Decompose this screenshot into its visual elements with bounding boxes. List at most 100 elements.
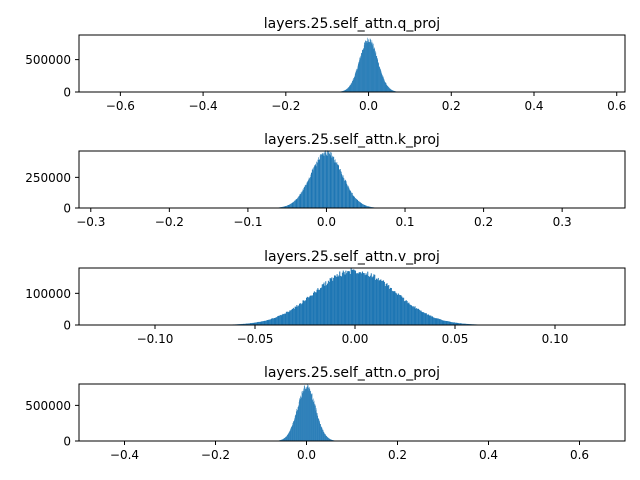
histogram-bar (297, 197, 299, 208)
histogram-bar (297, 306, 299, 325)
histogram-bar (350, 191, 351, 208)
histogram-bar (287, 205, 289, 208)
histogram-bar (395, 292, 397, 325)
histogram-bar (345, 179, 346, 208)
histogram-bar (299, 303, 301, 325)
histogram-bar (322, 154, 324, 208)
histogram-bar (443, 320, 445, 325)
histogram-bar (290, 203, 292, 208)
histogram-bar (364, 205, 366, 208)
histogram-bar (270, 319, 272, 325)
histogram-bar (349, 190, 351, 208)
histogram-bar (439, 319, 441, 325)
histogram-bar (309, 178, 311, 208)
histogram-bar (288, 311, 290, 325)
x-tick-label: 0.6 (607, 99, 626, 113)
histogram-bar (311, 172, 312, 208)
histogram-bar (354, 197, 356, 208)
histogram-bar (396, 293, 398, 325)
histogram-bar (352, 192, 353, 208)
histogram-bar (352, 195, 354, 208)
histogram-bar (411, 305, 413, 325)
histogram-bar (242, 323, 244, 325)
histogram-bar (288, 204, 290, 208)
histogram-bar (369, 206, 371, 208)
histogram-bar (462, 323, 464, 325)
histogram-bar (278, 315, 280, 325)
histogram-bar (439, 319, 441, 325)
histogram-bar (330, 152, 332, 208)
histogram-bar (341, 174, 343, 208)
histogram-bar (367, 206, 368, 208)
histogram-bar (249, 323, 251, 325)
histogram-bar (368, 276, 370, 325)
histogram-bar (338, 165, 339, 208)
histogram-bar (337, 164, 339, 208)
histogram-bar (425, 313, 427, 325)
histogram-bar (322, 153, 323, 208)
histogram-bar (339, 169, 340, 208)
histogram-bar (309, 295, 311, 325)
histogram-bar (380, 279, 382, 325)
histogram-bar (332, 280, 334, 325)
histogram-bar (352, 195, 354, 208)
histogram-bar (334, 275, 336, 325)
histogram-bar (269, 319, 271, 325)
histogram-bar (436, 318, 438, 325)
histogram-bar (418, 308, 420, 325)
histogram-bar (334, 162, 336, 208)
histogram-bar (432, 316, 434, 325)
histogram-bar (330, 157, 332, 208)
histogram-bar (356, 199, 358, 208)
histogram-bar (304, 185, 306, 208)
histogram-bar (365, 205, 366, 208)
histogram-bar (272, 318, 274, 325)
histogram-bar (404, 300, 406, 325)
histogram-bar (398, 294, 400, 325)
histogram-bar (347, 186, 348, 208)
histogram-bar (467, 323, 469, 325)
histogram-bar (284, 313, 286, 325)
histogram-bar (311, 295, 313, 325)
histogram-bar (451, 322, 453, 325)
histogram-bar (282, 206, 284, 208)
histogram-bar (364, 204, 365, 208)
histogram-bar (287, 312, 289, 325)
histogram-bar (467, 323, 469, 325)
histogram-bar (333, 156, 335, 208)
histogram-bar (410, 304, 412, 325)
histogram-bar (354, 270, 356, 325)
histogram-bar (288, 205, 289, 208)
histogram-bar (360, 202, 362, 208)
histogram-bar (306, 297, 308, 325)
histogram-bar (379, 279, 381, 325)
histogram-bar (353, 196, 355, 208)
histogram-bar (370, 273, 372, 325)
histogram-bar (312, 169, 313, 208)
histogram-bar (363, 204, 364, 208)
x-tick-label: −0.6 (106, 99, 135, 113)
histogram-bar (285, 313, 287, 325)
histogram-bar (420, 310, 422, 325)
histogram-bar (314, 292, 316, 325)
histogram-bar (353, 196, 355, 208)
histogram-bar (330, 278, 332, 325)
histogram-bar (295, 200, 296, 208)
histogram-bar (371, 277, 373, 325)
histogram-bar (435, 318, 437, 325)
histogram-bar (310, 177, 311, 208)
histogram-bar (458, 323, 460, 325)
x-tick-label: 0.0 (359, 99, 378, 113)
histogram-bar (297, 197, 298, 208)
histogram-bar (289, 204, 291, 208)
histogram-bar (304, 301, 306, 325)
histogram-bar (282, 206, 283, 208)
histogram-bar (344, 180, 345, 208)
histogram-bar (356, 273, 358, 325)
histogram-bar (261, 321, 263, 325)
histogram-bar (319, 289, 321, 325)
histogram-bar (276, 317, 278, 325)
histogram-bar (344, 180, 346, 208)
histogram-bar (313, 291, 315, 325)
histogram-bar (295, 199, 297, 208)
